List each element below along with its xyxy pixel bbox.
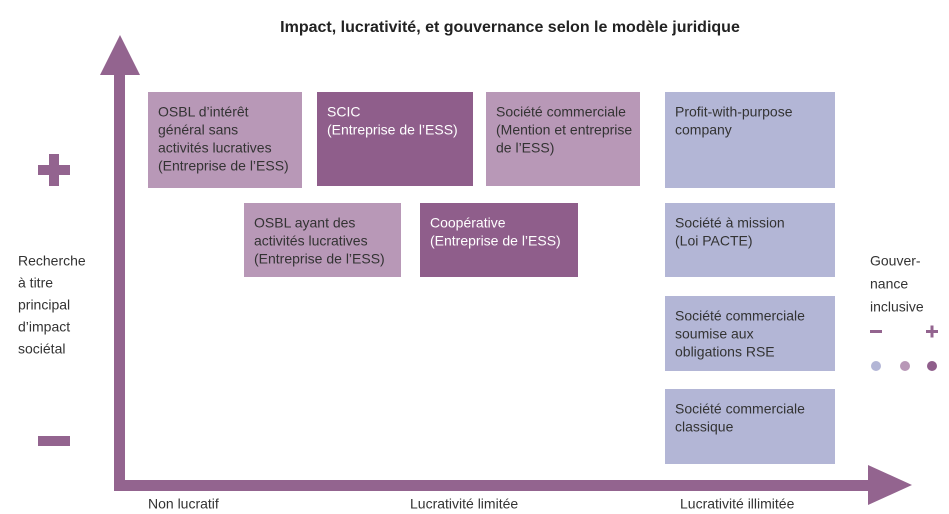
y-axis-label: sociétal — [18, 341, 65, 357]
y-axis-label: à titre — [18, 275, 53, 291]
box-text: de l’ESS) — [496, 140, 554, 156]
box — [486, 92, 640, 186]
box-text: (Entreprise de l’ESS) — [254, 251, 385, 267]
legend-dot — [871, 361, 881, 371]
title: Impact, lucrativité, et gouvernance selo… — [280, 19, 740, 36]
box-text: Société commerciale — [675, 308, 805, 324]
box-text: (Mention et entreprise — [496, 122, 632, 138]
box-text: activités lucratives — [158, 140, 272, 156]
box-text: activités lucratives — [254, 233, 368, 249]
box — [665, 203, 835, 277]
x-axis — [114, 480, 874, 491]
legend-label: Gouver- — [870, 253, 921, 269]
minus — [38, 436, 70, 446]
box-text: OSBL ayant des — [254, 215, 355, 231]
box-text: (Loi PACTE) — [675, 233, 753, 249]
y-axis-label: principal — [18, 297, 70, 313]
box — [665, 389, 835, 464]
box-text: obligations RSE — [675, 344, 775, 360]
legend-dot — [900, 361, 910, 371]
box-text: SCIC — [327, 104, 360, 120]
box-text: Société à mission — [675, 215, 785, 231]
x-axis-label: Lucrativité limitée — [410, 496, 518, 512]
legend-minus — [870, 330, 882, 333]
box-text: classique — [675, 419, 734, 435]
plus-v — [49, 154, 59, 186]
box — [420, 203, 578, 277]
box — [148, 92, 302, 188]
box-text: Coopérative — [430, 215, 506, 231]
x-axis-label: Non lucratif — [148, 496, 219, 512]
content: OSBL d’intérêt général sans activités lucr… — [18, 92, 924, 512]
box-text: général sans — [158, 122, 238, 138]
legend-label: nance — [870, 276, 908, 292]
box-text: (Entreprise de l’ESS) — [158, 158, 289, 174]
box-text: soumise aux — [675, 326, 754, 342]
box-text: company — [675, 122, 732, 138]
box-text: (Entreprise de l’ESS) — [430, 233, 561, 249]
box-text: Profit-with-purpose — [675, 104, 793, 120]
legend-dot — [927, 361, 937, 371]
legend-plus-v — [930, 325, 934, 338]
box-text: (Entreprise de l’ESS) — [327, 122, 458, 138]
y-axis-label: d’impact — [18, 319, 70, 335]
y-arrow — [100, 35, 140, 75]
y-axis-label: Recherche — [18, 253, 86, 269]
x-arrow — [868, 465, 912, 505]
box-text: Société commerciale — [496, 104, 626, 120]
box — [665, 296, 835, 371]
box-text: OSBL d’intérêt — [158, 104, 249, 120]
box — [665, 92, 835, 188]
box-text: Société commerciale — [675, 401, 805, 417]
x-axis-label: Lucrativité illimitée — [680, 496, 795, 512]
box — [244, 203, 401, 277]
box — [317, 92, 473, 186]
axes — [38, 35, 938, 505]
y-axis — [114, 70, 125, 490]
legend-label: inclusive — [870, 299, 924, 315]
